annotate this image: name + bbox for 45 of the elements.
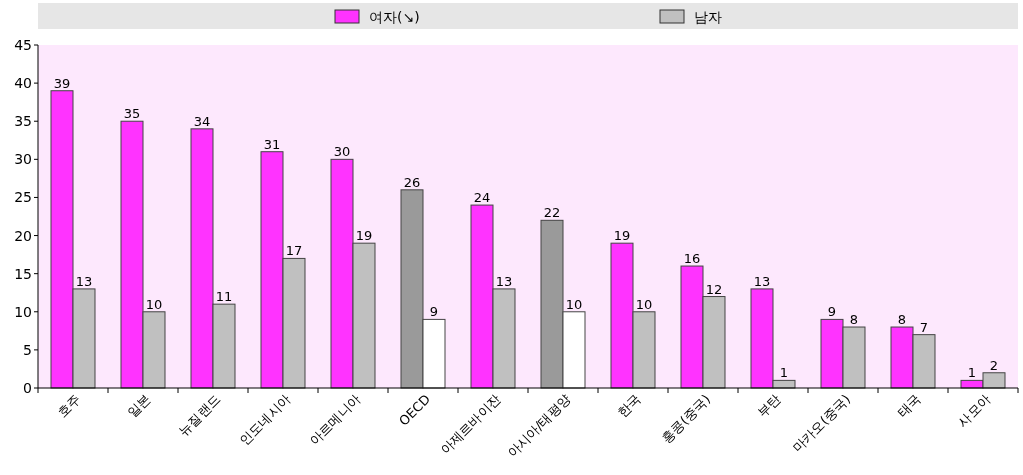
y-tick-label: 30 (14, 151, 32, 168)
data-label: 17 (285, 243, 303, 259)
data-label: 31 (263, 136, 281, 152)
data-label: 34 (193, 113, 211, 129)
data-label: 8 (897, 312, 907, 328)
legend-label: 남자 (694, 9, 722, 25)
data-label: 13 (753, 273, 771, 289)
y-tick-label: 10 (14, 303, 32, 320)
y-tick-label: 20 (14, 227, 32, 244)
x-tick-label: 한국 (614, 391, 644, 421)
y-tick-label: 25 (14, 189, 32, 206)
data-label: 13 (75, 273, 93, 289)
data-label: 10 (565, 296, 583, 312)
data-label: 16 (683, 251, 701, 267)
data-label: 8 (849, 312, 859, 328)
x-tick-label: 태국 (894, 391, 924, 421)
data-label: 1 (779, 365, 789, 381)
y-tick-label: 0 (23, 380, 32, 396)
x-tick-label: 호주 (54, 391, 84, 421)
data-label: 12 (705, 281, 723, 297)
data-label: 9 (429, 304, 439, 320)
data-label: 10 (635, 296, 653, 312)
data-label: 9 (827, 304, 837, 320)
data-label: 19 (355, 228, 373, 244)
data-label: 11 (215, 289, 233, 305)
y-tick-label: 35 (14, 113, 32, 130)
data-label: 19 (613, 228, 631, 244)
legend-label: 여자(↘) (369, 9, 420, 25)
data-label: 7 (919, 319, 929, 335)
y-tick-label: 15 (14, 265, 32, 282)
data-label: 10 (145, 296, 163, 312)
x-tick-label: 부탄 (754, 391, 784, 421)
data-label: 39 (53, 75, 71, 91)
data-label: 1 (967, 365, 977, 381)
data-label: 26 (403, 174, 421, 190)
data-label: 24 (473, 190, 491, 206)
data-label: 22 (543, 205, 561, 221)
data-label: 35 (123, 106, 141, 122)
x-tick-label: 일본 (124, 391, 154, 421)
data-label: 30 (333, 144, 351, 160)
data-label: 13 (495, 273, 513, 289)
y-tick-label: 45 (14, 37, 32, 53)
y-tick-label: 40 (14, 75, 32, 92)
y-tick-label: 5 (23, 341, 32, 358)
data-label: 2 (989, 357, 999, 373)
